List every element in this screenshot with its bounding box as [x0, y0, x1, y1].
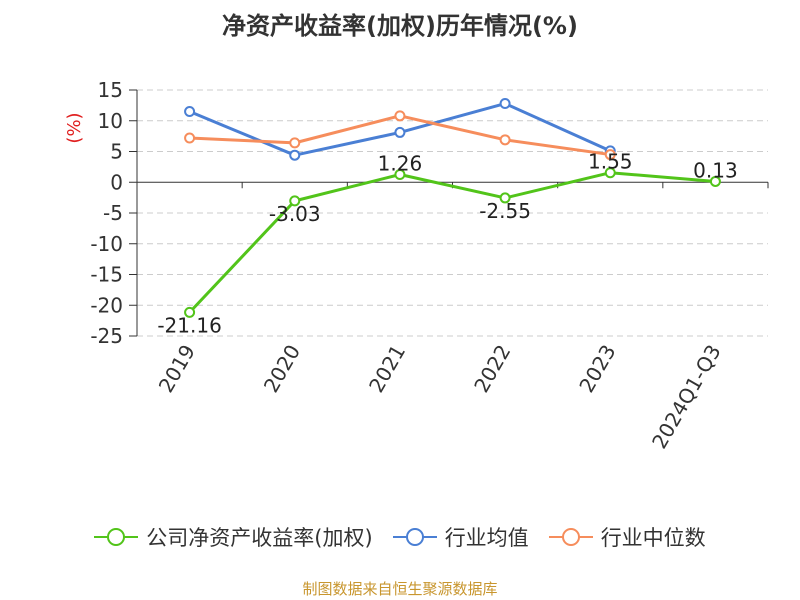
- data-label: 1.26: [378, 152, 423, 176]
- x-category-label: 2023: [574, 341, 620, 397]
- legend-item[interactable]: 行业中位数: [548, 522, 706, 552]
- data-point-industry-median: [394, 110, 406, 122]
- y-tick-label: -10: [90, 232, 123, 256]
- y-tick-label: -15: [90, 263, 123, 287]
- data-point-industry-median: [289, 137, 301, 149]
- chart-plot-area: 15 10 5 0 -5 -10 -15 -20 -25 (%) 2019 2020 2021 2022 2…: [64, 78, 769, 453]
- legend-label: 行业均值: [444, 526, 529, 550]
- data-point-industry-median: [184, 132, 196, 144]
- y-tick-label: -25: [90, 324, 123, 348]
- legend-marker-icon: [94, 528, 139, 546]
- chart-legend: 公司净资产收益率(加权) 行业均值 行业中位数: [0, 520, 800, 554]
- data-point-company-roe: [604, 167, 616, 179]
- data-point-industry-median: [499, 134, 511, 146]
- x-category-label: 2020: [259, 341, 305, 397]
- y-tick-label: -5: [103, 201, 123, 225]
- data-point-company-roe: [394, 169, 406, 181]
- legend-item[interactable]: 行业均值: [392, 522, 529, 552]
- y-tick-label: 10: [98, 109, 123, 133]
- data-point-company-roe: [499, 192, 511, 204]
- y-tick-label: -20: [90, 293, 123, 317]
- data-point-company-roe: [289, 195, 301, 207]
- x-category-label: 2022: [469, 341, 515, 397]
- legend-item[interactable]: 公司净资产收益率(加权): [94, 522, 373, 552]
- y-tick-label: 15: [98, 78, 123, 102]
- data-point-industry-median: [604, 149, 616, 161]
- x-category-label: 2024Q1-Q3: [647, 341, 726, 453]
- y-tick-label: 5: [110, 140, 123, 164]
- data-label: -21.16: [157, 313, 221, 337]
- data-point-company-roe: [184, 306, 196, 318]
- data-point-industry-average: [289, 149, 301, 161]
- data-label: -3.03: [269, 202, 321, 226]
- chart-title: 净资产收益率(加权)历年情况(%): [222, 12, 578, 40]
- legend-label: 行业中位数: [600, 526, 706, 550]
- source-note: 制图数据来自恒生聚源数据库: [302, 580, 498, 598]
- y-tick-label: 0: [110, 170, 123, 194]
- x-category-label: 2021: [364, 341, 410, 397]
- data-label: 1.55: [588, 150, 633, 174]
- legend-marker-icon: [548, 528, 593, 546]
- data-point-industry-average: [394, 126, 406, 138]
- data-point-company-roe: [709, 175, 721, 187]
- data-label: 0.13: [693, 158, 738, 182]
- legend-label: 公司净资产收益率(加权): [146, 526, 373, 550]
- data-point-industry-average: [499, 98, 511, 110]
- legend-marker-icon: [392, 528, 437, 546]
- y-axis-unit-label: (%): [64, 112, 85, 143]
- data-label: -2.55: [479, 199, 531, 223]
- data-point-industry-average: [184, 106, 196, 118]
- x-category-label: 2019: [154, 341, 200, 397]
- series-line-company-roe: [188, 171, 716, 314]
